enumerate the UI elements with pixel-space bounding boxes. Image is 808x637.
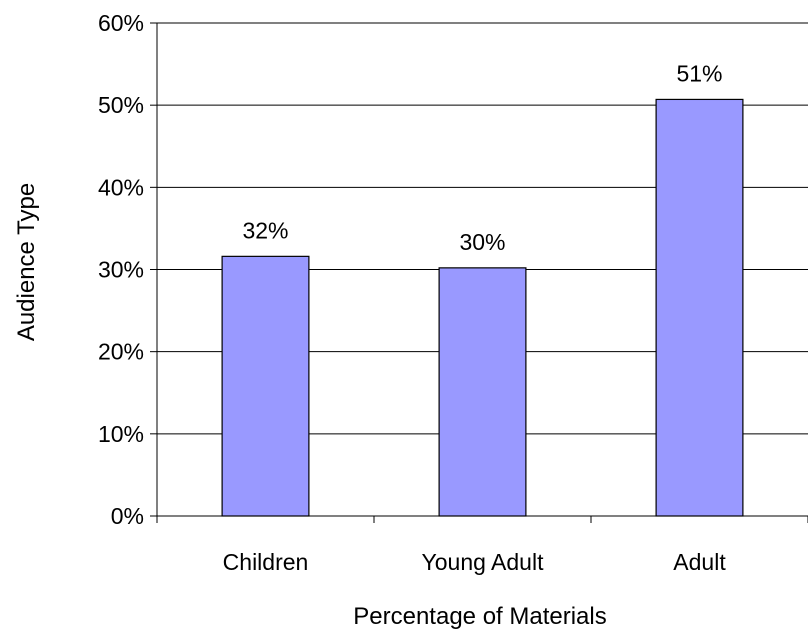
y-tick-label: 50%: [98, 92, 144, 118]
bar: [221, 255, 310, 517]
x-category-label: Young Adult: [422, 549, 545, 575]
x-category-label: Children: [223, 549, 309, 575]
data-label: 30%: [459, 229, 505, 255]
bar: [438, 267, 527, 517]
bar: [655, 98, 744, 517]
y-tick-label: 0%: [111, 503, 144, 529]
y-tick-label: 30%: [98, 257, 144, 283]
y-tick-label: 20%: [98, 339, 144, 365]
y-axis-title: Audience Type: [13, 183, 40, 341]
y-tick-label: 10%: [98, 421, 144, 447]
data-label: 32%: [242, 217, 288, 243]
y-tick-label: 40%: [98, 174, 144, 200]
axes: [150, 22, 808, 523]
bars: [221, 98, 744, 517]
labels: 0% 10% 20% 30% 40% 50% 60% 32% Children 30% Young …: [98, 10, 726, 575]
y-tick-label: 60%: [98, 10, 144, 36]
data-label: 51%: [676, 60, 722, 86]
x-category-label: Adult: [673, 549, 726, 575]
x-axis-title: Percentage of Materials: [353, 603, 606, 630]
